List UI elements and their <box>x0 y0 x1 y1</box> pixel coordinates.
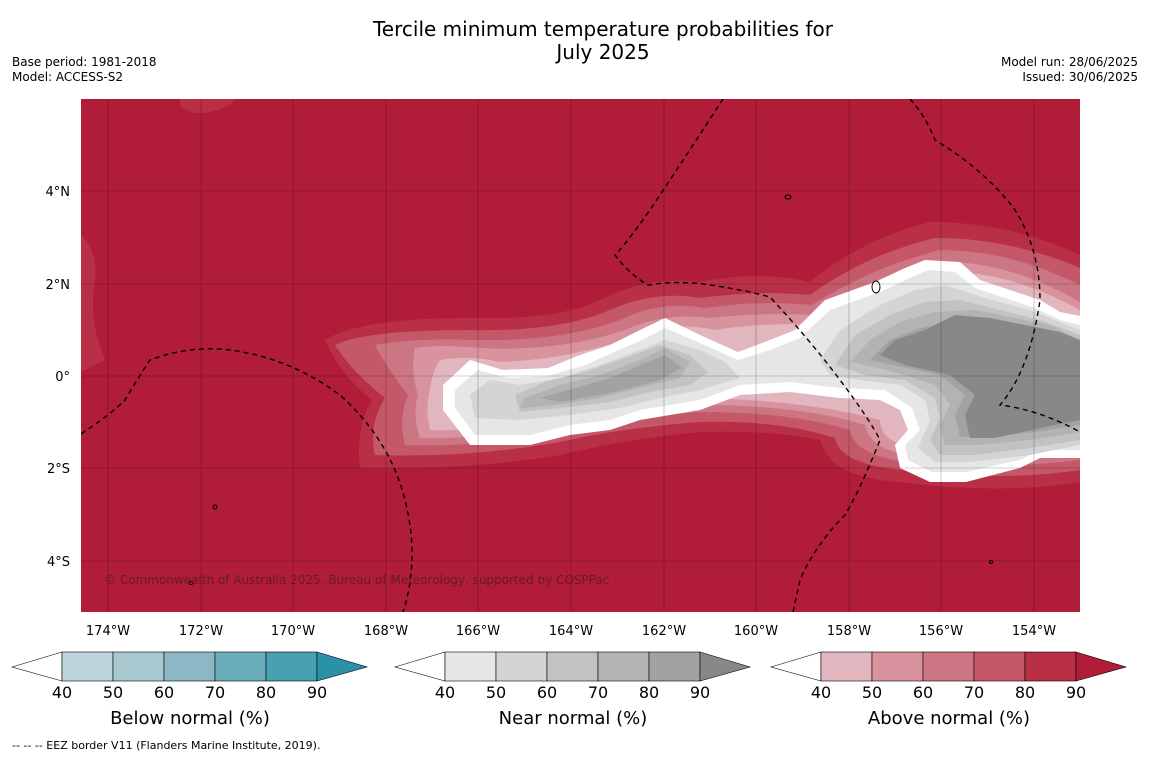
swatch <box>495 651 548 682</box>
swatch <box>316 651 369 682</box>
colorbar-below-normal: 40 50 60 70 80 90 Below normal (%) <box>10 650 370 740</box>
swatch <box>597 651 650 682</box>
colorbar-label: Near normal (%) <box>498 708 648 729</box>
colorbar-above-swatches <box>769 651 1128 682</box>
meta-left: Base period: 1981-2018 Model: ACCESS-S2 <box>12 55 157 85</box>
x-tick-label: 168°W <box>364 624 408 639</box>
x-tick-label: 154°W <box>1012 624 1056 639</box>
x-tick-label: 174°W <box>86 624 130 639</box>
swatch <box>1075 651 1128 682</box>
colorbar-tick: 80 <box>1014 683 1036 702</box>
y-tick-label: 2°S <box>47 462 70 477</box>
colorbar-tick: 90 <box>306 683 328 702</box>
near-90-east <box>880 315 1080 438</box>
colorbar-tick: 90 <box>1065 683 1087 702</box>
colorbar-tick: 40 <box>51 683 73 702</box>
colorbar-tick: 40 <box>434 683 456 702</box>
colorbar-tick: 70 <box>963 683 985 702</box>
colorbar-label: Below normal (%) <box>110 708 270 729</box>
x-tick-label: 172°W <box>179 624 223 639</box>
swatch <box>820 651 873 682</box>
title-line-2: July 2025 <box>556 40 650 64</box>
colorbar-below-swatches <box>10 651 369 682</box>
map-title: Tercile minimum temperature probabilitie… <box>0 18 1150 64</box>
swatch <box>265 651 318 682</box>
model-run-text: Model run: 28/06/2025 <box>1000 55 1138 69</box>
y-tick-label: 4°N <box>46 185 71 200</box>
colorbar-tick: 40 <box>810 683 832 702</box>
swatch <box>1024 651 1077 682</box>
islands <box>188 194 993 585</box>
title-line-1: Tercile minimum temperature probabilitie… <box>372 17 834 41</box>
colorbar-above-normal: 40 50 60 70 80 90 Above normal (%) <box>769 650 1129 740</box>
swatch <box>444 651 497 682</box>
colorbar-tick: 60 <box>153 683 175 702</box>
issued-text: Issued: 30/06/2025 <box>1022 70 1138 84</box>
x-tick-label: 164°W <box>549 624 593 639</box>
map-field: © Commonwealth of Australia 2025, Bureau… <box>81 99 1080 612</box>
swatch <box>214 651 267 682</box>
meta-right: Model run: 28/06/2025 Issued: 30/06/2025 <box>1001 55 1138 85</box>
colorbar-tick: 80 <box>255 683 277 702</box>
gridlines <box>81 99 1080 612</box>
swatch <box>546 651 599 682</box>
swatch <box>973 651 1026 682</box>
x-tick-label: 162°W <box>642 624 686 639</box>
swatch <box>699 651 752 682</box>
swatch <box>61 651 114 682</box>
y-axis-labels: 4°N 2°N 0° 2°S 4°S <box>46 185 71 570</box>
x-tick-label: 166°W <box>456 624 500 639</box>
swatch <box>10 651 63 682</box>
colorbar-near-normal: 40 50 60 70 80 90 Near normal (%) <box>393 650 753 740</box>
contour-80-left <box>81 235 105 372</box>
swatch <box>112 651 165 682</box>
swatch <box>769 651 822 682</box>
eez-borders <box>81 99 1080 612</box>
base-period-text: Base period: 1981-2018 <box>12 55 157 69</box>
swatch <box>648 651 701 682</box>
colorbar-label: Above normal (%) <box>867 708 1031 729</box>
colorbar-tick: 50 <box>485 683 507 702</box>
probability-map: © Commonwealth of Australia 2025, Bureau… <box>46 99 1080 639</box>
x-tick-label: 170°W <box>271 624 315 639</box>
y-tick-label: 4°S <box>47 555 70 570</box>
x-tick-label: 160°W <box>734 624 778 639</box>
near-80-west <box>540 355 682 402</box>
x-tick-label: 158°W <box>827 624 871 639</box>
colorbar-tick: 70 <box>204 683 226 702</box>
colorbar-tick: 60 <box>912 683 934 702</box>
copyright-text: © Commonwealth of Australia 2025, Bureau… <box>104 573 609 587</box>
colorbar-tick: 60 <box>536 683 558 702</box>
colorbar-tick: 90 <box>689 683 711 702</box>
colorbar-tick: 50 <box>102 683 124 702</box>
swatch <box>393 651 446 682</box>
colorbar-tick: 80 <box>638 683 660 702</box>
x-tick-label: 156°W <box>919 624 963 639</box>
model-text: Model: ACCESS-S2 <box>12 70 124 84</box>
colorbar-tick: 50 <box>861 683 883 702</box>
contour-80-top <box>180 99 235 114</box>
colorbar-near-swatches <box>393 651 752 682</box>
swatch <box>163 651 216 682</box>
y-tick-label: 2°N <box>46 278 71 293</box>
swatch <box>871 651 924 682</box>
y-tick-label: 0° <box>55 370 70 385</box>
eez-footnote: -- -- -- EEZ border V11 (Flanders Marine… <box>12 739 321 752</box>
x-axis-labels: 174°W 172°W 170°W 168°W 166°W 164°W 162°… <box>86 624 1056 639</box>
colorbar-tick: 70 <box>587 683 609 702</box>
swatch <box>922 651 975 682</box>
